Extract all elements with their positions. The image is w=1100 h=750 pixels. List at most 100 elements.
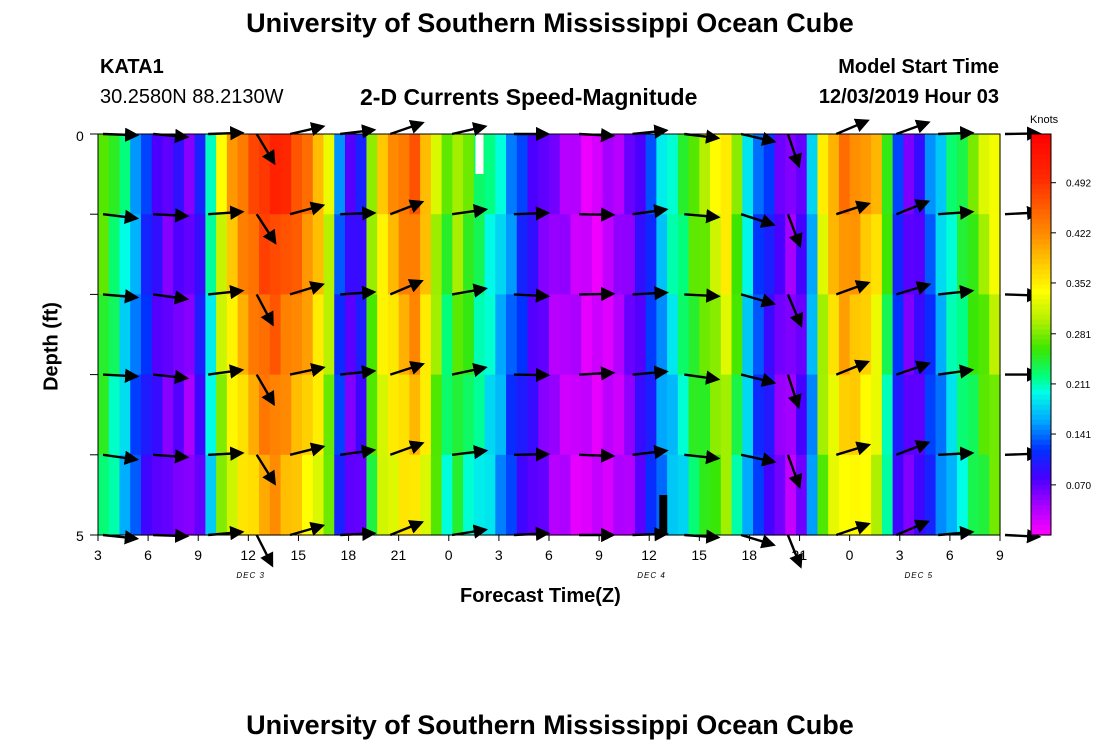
heatmap-cell — [140, 134, 153, 215]
heatmap-cell — [613, 374, 625, 456]
colorbar-swatch — [1031, 264, 1051, 270]
heatmap-cell — [613, 134, 625, 215]
heatmap-cell — [130, 374, 142, 456]
heatmap-cell — [151, 134, 164, 215]
heatmap-cell — [989, 374, 1001, 456]
current-arrow — [684, 288, 721, 303]
x-tick-label: 3 — [895, 547, 904, 563]
heatmap-cell — [506, 454, 518, 536]
heatmap-cell — [849, 454, 862, 536]
heatmap-cell — [860, 134, 872, 215]
heatmap-cell — [795, 454, 808, 536]
heatmap-cell — [828, 374, 840, 456]
heatmap-cell — [355, 134, 368, 215]
heatmap-cell — [753, 454, 765, 536]
colorbar-swatch — [1031, 494, 1051, 501]
heatmap-cell — [710, 454, 722, 536]
heatmap-cell — [162, 134, 174, 215]
current-arrow — [513, 206, 551, 221]
heatmap-cell — [967, 294, 980, 376]
heatmap-cell — [248, 454, 260, 536]
heatmap-cell — [785, 294, 797, 376]
heatmap-cell — [366, 454, 378, 536]
heatmap-cell — [549, 134, 561, 215]
colorbar-swatch — [1031, 244, 1051, 250]
heatmap-cell — [506, 374, 518, 456]
heatmap-cell — [688, 374, 700, 456]
heatmap-cell — [720, 214, 733, 295]
heatmap-cell — [463, 134, 475, 215]
heatmap-cell — [205, 294, 217, 376]
heatmap-cell — [699, 214, 711, 295]
heatmap-cell — [946, 294, 958, 376]
heatmap-cell — [989, 214, 1001, 295]
footer-title: University of Southern Mississippi Ocean… — [246, 710, 854, 740]
colorbar-swatch — [1031, 259, 1051, 265]
current-arrow — [938, 205, 975, 220]
current-arrow — [740, 293, 777, 308]
heatmap-cell — [355, 214, 368, 295]
heatmap-cell — [957, 374, 969, 456]
heatmap-cell — [656, 374, 668, 456]
heatmap-cell — [656, 134, 668, 215]
heatmap-cell — [978, 294, 990, 376]
heatmap-cell — [903, 134, 915, 215]
current-arrow — [289, 362, 326, 378]
heatmap-cell — [226, 214, 239, 295]
heatmap-cell — [731, 454, 743, 536]
heatmap-cell — [677, 294, 690, 376]
colorbar-swatch — [1031, 209, 1051, 215]
heatmap-cell — [720, 134, 733, 215]
heatmap-cell — [935, 294, 947, 376]
heatmap-cell — [323, 214, 335, 295]
heatmap-cell — [108, 294, 121, 376]
current-arrow — [632, 204, 669, 219]
colorbar-swatch — [1031, 384, 1051, 391]
heatmap-cells — [98, 134, 1001, 536]
heatmap-cell — [688, 214, 700, 295]
heatmap-cell — [387, 454, 400, 536]
heatmap-cell — [259, 134, 271, 215]
heatmap-cell — [291, 374, 303, 456]
heatmap-cell — [516, 214, 529, 295]
heatmap-cell — [849, 294, 862, 376]
heatmap-cell — [248, 374, 260, 456]
heatmap-cell — [677, 214, 690, 295]
colorbar-swatch — [1031, 284, 1051, 290]
current-arrow — [255, 454, 276, 486]
y-tick-label: 5 — [76, 528, 84, 544]
current-arrow — [208, 284, 245, 300]
heatmap-cell — [892, 374, 904, 456]
colorbar-swatch — [1031, 304, 1051, 311]
heatmap-cell — [763, 134, 776, 215]
heatmap-cell — [720, 374, 733, 456]
heatmap-cell — [881, 374, 894, 456]
x-tick-label: 6 — [945, 547, 954, 563]
heatmap-cell — [269, 134, 282, 215]
heatmap-cell — [473, 454, 486, 536]
heatmap-cell — [538, 454, 550, 536]
heatmap-cell — [473, 374, 486, 456]
heatmap-cell — [753, 134, 765, 215]
colorbar-swatch — [1031, 319, 1051, 326]
heatmap-cell — [699, 134, 711, 215]
heatmap-cell — [795, 374, 808, 456]
x-tick-label: 9 — [194, 547, 203, 563]
heatmap-cell — [602, 374, 615, 456]
heatmap-cell — [914, 214, 926, 295]
heatmap-cell — [130, 454, 142, 536]
heatmap-cell — [828, 294, 840, 376]
heatmap-cell — [409, 454, 421, 536]
current-arrow — [684, 449, 721, 465]
current-arrow — [289, 201, 326, 216]
heatmap-cell — [312, 134, 325, 215]
current-arrow — [835, 118, 870, 136]
heatmap-cell — [753, 294, 765, 376]
current-arrow — [740, 131, 777, 146]
colorbar-frame — [1030, 133, 1052, 536]
heatmap-cell — [710, 134, 722, 215]
colorbar-swatch — [1031, 394, 1051, 401]
heatmap-cell — [806, 214, 819, 295]
heatmap-cell — [645, 134, 657, 215]
heatmap-cell — [140, 374, 153, 456]
